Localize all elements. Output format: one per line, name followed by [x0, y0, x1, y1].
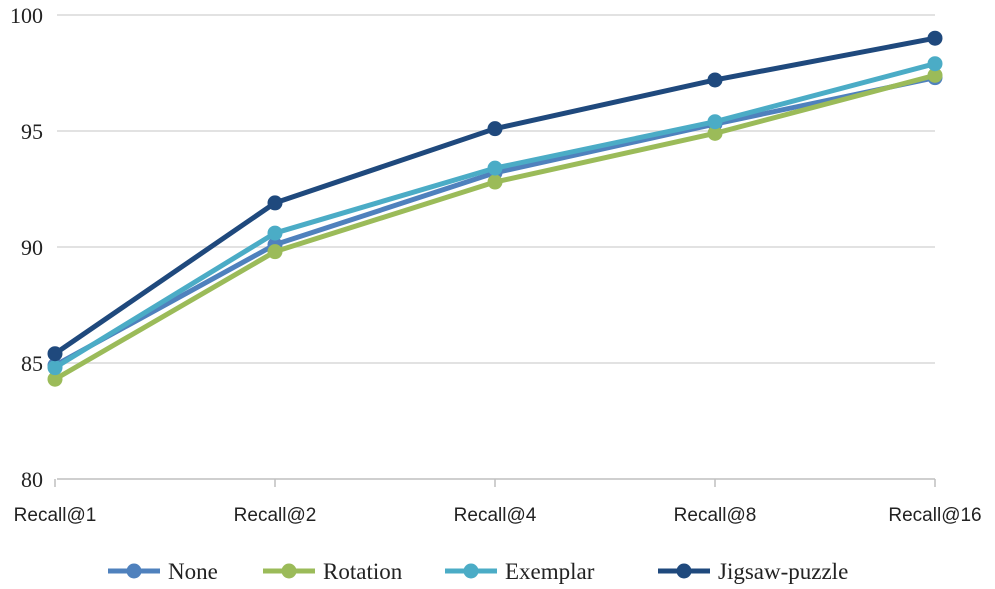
data-point — [47, 360, 63, 376]
data-point — [487, 160, 503, 176]
legend-label: Exemplar — [505, 559, 595, 584]
x-tick-label: Recall@8 — [674, 505, 757, 526]
data-point — [707, 114, 723, 130]
data-point — [487, 121, 503, 137]
data-point — [267, 244, 283, 260]
x-tick-label: Recall@1 — [14, 505, 97, 526]
legend-label: None — [168, 559, 218, 584]
legend-label: Rotation — [323, 559, 403, 584]
y-axis-ticks: 80 85 90 95 100 — [10, 3, 43, 492]
legend-swatch-marker — [281, 563, 297, 579]
data-point — [267, 195, 283, 211]
y-tick-label: 80 — [21, 467, 43, 492]
series-line — [53, 75, 936, 368]
legend-item: None — [108, 559, 218, 584]
x-axis — [54, 478, 936, 487]
legend-swatch-marker — [676, 563, 692, 579]
legend-item: Rotation — [263, 559, 403, 584]
x-tick-label: Recall@2 — [234, 505, 317, 526]
x-tick-label: Recall@4 — [454, 505, 537, 526]
series-exemplar — [47, 56, 943, 376]
y-tick-label: 85 — [21, 351, 43, 376]
legend-item: Jigsaw-puzzle — [658, 559, 848, 584]
series-group — [47, 30, 943, 387]
data-point — [267, 225, 283, 241]
series-line — [53, 72, 936, 382]
legend: None Rotation Exemplar Jigsaw-puzzle — [108, 559, 848, 584]
legend-swatch-marker — [126, 563, 142, 579]
series-none — [47, 70, 943, 373]
series-rotation — [47, 67, 943, 387]
data-point — [487, 174, 503, 190]
data-point — [707, 125, 723, 141]
data-point — [47, 346, 63, 362]
x-tick-label: Recall@16 — [888, 505, 981, 526]
y-tick-label: 95 — [21, 119, 43, 144]
data-point — [927, 56, 943, 72]
y-tick-label: 90 — [21, 235, 43, 260]
x-axis-ticks: Recall@1 Recall@2 Recall@4 Recall@8 Recall@1… — [14, 505, 982, 526]
legend-item: Exemplar — [445, 559, 595, 584]
data-point — [707, 72, 723, 88]
legend-swatch-marker — [463, 563, 479, 579]
y-tick-label: 100 — [10, 3, 43, 28]
data-point — [927, 67, 943, 83]
series-line — [53, 35, 936, 356]
legend-label: Jigsaw-puzzle — [718, 559, 848, 584]
data-point — [927, 30, 943, 46]
series-jigsaw-puzzle — [47, 30, 943, 362]
data-point — [47, 371, 63, 387]
